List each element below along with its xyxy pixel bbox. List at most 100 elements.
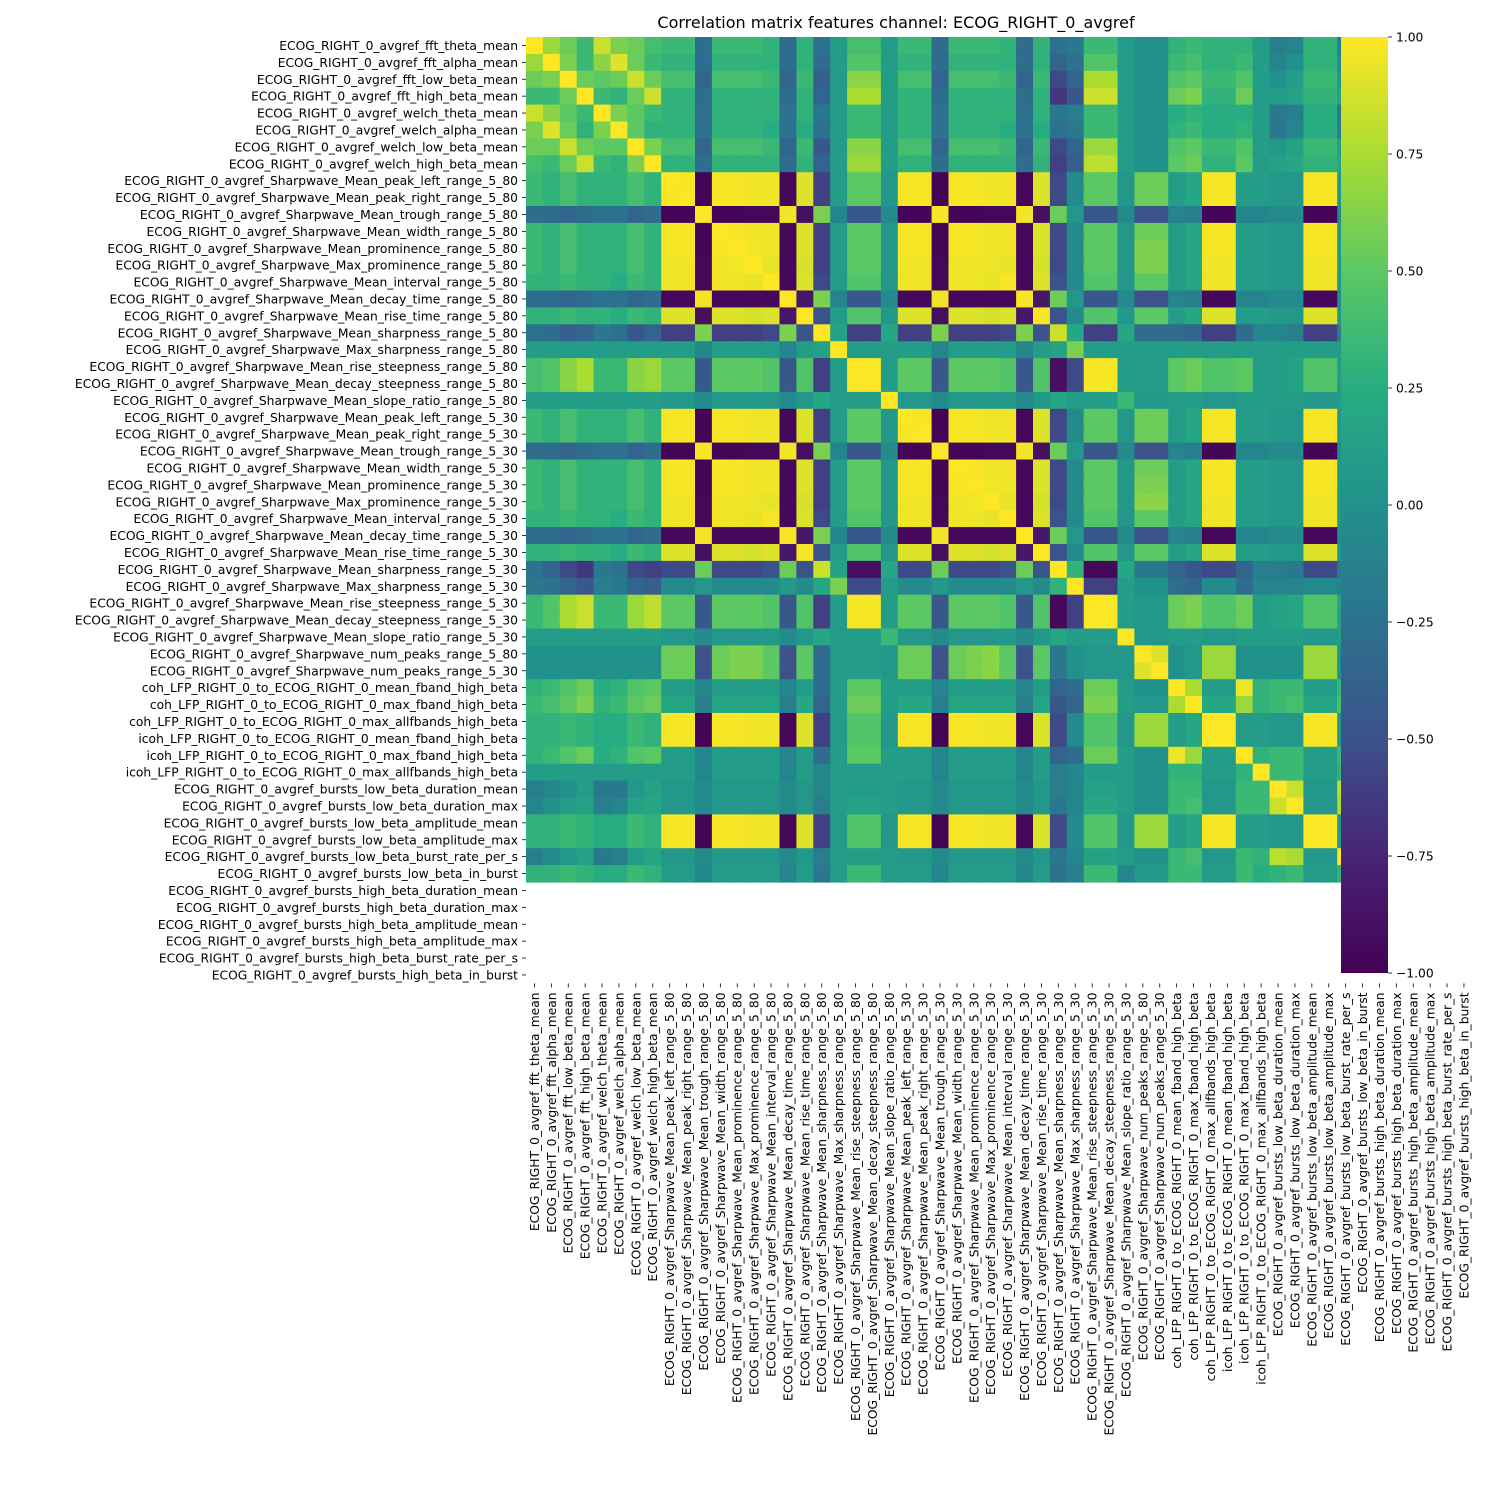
heatmap-cell bbox=[542, 341, 561, 359]
heatmap-cell bbox=[999, 155, 1017, 173]
heatmap-cell bbox=[1320, 865, 1338, 883]
heatmap-cell bbox=[1303, 459, 1321, 477]
heatmap-cell bbox=[847, 510, 865, 528]
heatmap-cells bbox=[526, 37, 1372, 883]
heatmap-cell bbox=[762, 155, 781, 173]
heatmap-cell bbox=[999, 696, 1017, 714]
heatmap-cell bbox=[1185, 493, 1203, 511]
heatmap-cell bbox=[1218, 780, 1237, 799]
heatmap-cell bbox=[965, 865, 983, 883]
heatmap-cell bbox=[542, 510, 561, 528]
heatmap-cell bbox=[661, 527, 679, 545]
heatmap-cell bbox=[1286, 679, 1304, 697]
heatmap-cell bbox=[931, 560, 950, 579]
heatmap-cell bbox=[880, 594, 899, 613]
heatmap-cell bbox=[1016, 442, 1034, 461]
heatmap-cell bbox=[695, 307, 713, 325]
heatmap-cell bbox=[559, 256, 578, 275]
heatmap-cell bbox=[830, 713, 848, 731]
heatmap-cell bbox=[610, 307, 628, 325]
y-tick-label: ECOG_RIGHT_0_avgref_fft_low_beta_mean bbox=[257, 73, 518, 87]
heatmap-cell bbox=[745, 713, 764, 731]
heatmap-cell bbox=[661, 814, 679, 832]
heatmap-cell bbox=[526, 256, 544, 275]
heatmap-cell bbox=[965, 493, 983, 511]
heatmap-cell bbox=[1151, 189, 1169, 207]
heatmap-cell bbox=[880, 662, 899, 680]
heatmap-cell bbox=[965, 273, 983, 292]
heatmap-cell bbox=[1286, 645, 1304, 663]
heatmap-cell bbox=[1049, 155, 1068, 173]
x-tick-label: ECOG_RIGHT_0_avgref_Sharpwave_Mean_peak_… bbox=[900, 992, 914, 1386]
heatmap-cell bbox=[1202, 763, 1220, 782]
heatmap-cell bbox=[813, 273, 831, 292]
heatmap-cell bbox=[728, 206, 747, 224]
heatmap-cell bbox=[745, 37, 764, 55]
heatmap-cell bbox=[1117, 290, 1135, 308]
heatmap-cell bbox=[779, 391, 797, 410]
y-tick-label: ECOG_RIGHT_0_avgref_Sharpwave_Mean_peak_… bbox=[124, 174, 518, 188]
heatmap-cell bbox=[1252, 729, 1271, 748]
heatmap-cell bbox=[711, 780, 730, 799]
heatmap-cell bbox=[830, 121, 848, 139]
heatmap-cell bbox=[711, 729, 730, 748]
heatmap-cell bbox=[948, 53, 966, 72]
heatmap-cell bbox=[610, 679, 628, 697]
heatmap-cell bbox=[1269, 307, 1288, 325]
heatmap-cell bbox=[711, 442, 730, 461]
heatmap-cell bbox=[644, 121, 662, 139]
heatmap-cell bbox=[1151, 341, 1169, 359]
heatmap-cell bbox=[864, 594, 882, 613]
heatmap-cell bbox=[1100, 679, 1119, 697]
heatmap-cell bbox=[999, 87, 1017, 106]
heatmap-cell bbox=[745, 256, 764, 275]
heatmap-cell bbox=[1303, 831, 1321, 849]
heatmap-cell bbox=[1151, 560, 1169, 579]
heatmap-cell bbox=[914, 408, 933, 427]
heatmap-cell bbox=[1252, 104, 1271, 123]
heatmap-cell bbox=[847, 37, 865, 55]
heatmap-cell bbox=[1066, 611, 1085, 630]
heatmap-cell bbox=[1252, 814, 1271, 832]
heatmap-cell bbox=[948, 459, 966, 477]
heatmap-cell bbox=[1151, 662, 1169, 680]
heatmap-cell bbox=[1218, 222, 1237, 241]
heatmap-cell bbox=[1202, 814, 1220, 832]
heatmap-cell bbox=[1016, 696, 1034, 714]
heatmap-cell bbox=[1303, 172, 1321, 190]
heatmap-cell bbox=[931, 307, 950, 325]
heatmap-cell bbox=[1168, 814, 1186, 832]
heatmap-cell bbox=[1100, 87, 1119, 106]
heatmap-cell bbox=[796, 87, 814, 106]
heatmap-cell bbox=[1218, 87, 1237, 106]
heatmap-cell bbox=[965, 679, 983, 697]
heatmap-cell bbox=[526, 239, 544, 258]
heatmap-cell bbox=[1320, 611, 1338, 630]
heatmap-cell bbox=[1151, 527, 1169, 545]
heatmap-cell bbox=[965, 746, 983, 765]
heatmap-cell bbox=[1151, 848, 1169, 866]
heatmap-cell bbox=[627, 814, 645, 832]
heatmap-cell bbox=[914, 645, 933, 663]
heatmap-cell bbox=[1303, 358, 1321, 376]
heatmap-cell bbox=[1066, 290, 1085, 308]
heatmap-cell bbox=[982, 713, 1000, 731]
heatmap-cell bbox=[864, 53, 882, 72]
heatmap-cell bbox=[1320, 493, 1338, 511]
x-tick-label: icoh_LFP_RIGHT_0_to_ECOG_RIGHT_0_mean_fb… bbox=[1221, 992, 1235, 1372]
heatmap-cell bbox=[1303, 696, 1321, 714]
heatmap-cell bbox=[526, 831, 544, 849]
heatmap-cell bbox=[542, 37, 561, 55]
heatmap-cell bbox=[779, 577, 797, 596]
heatmap-cell bbox=[695, 53, 713, 72]
heatmap-cell bbox=[627, 679, 645, 697]
heatmap-cell bbox=[880, 560, 899, 579]
heatmap-cell bbox=[542, 729, 561, 748]
heatmap-cell bbox=[627, 560, 645, 579]
heatmap-cell bbox=[627, 53, 645, 72]
heatmap-cell bbox=[1235, 425, 1254, 444]
heatmap-cell bbox=[1185, 628, 1203, 646]
heatmap-cell bbox=[1269, 780, 1288, 799]
heatmap-cell bbox=[695, 713, 713, 731]
heatmap-cell bbox=[1134, 493, 1152, 511]
